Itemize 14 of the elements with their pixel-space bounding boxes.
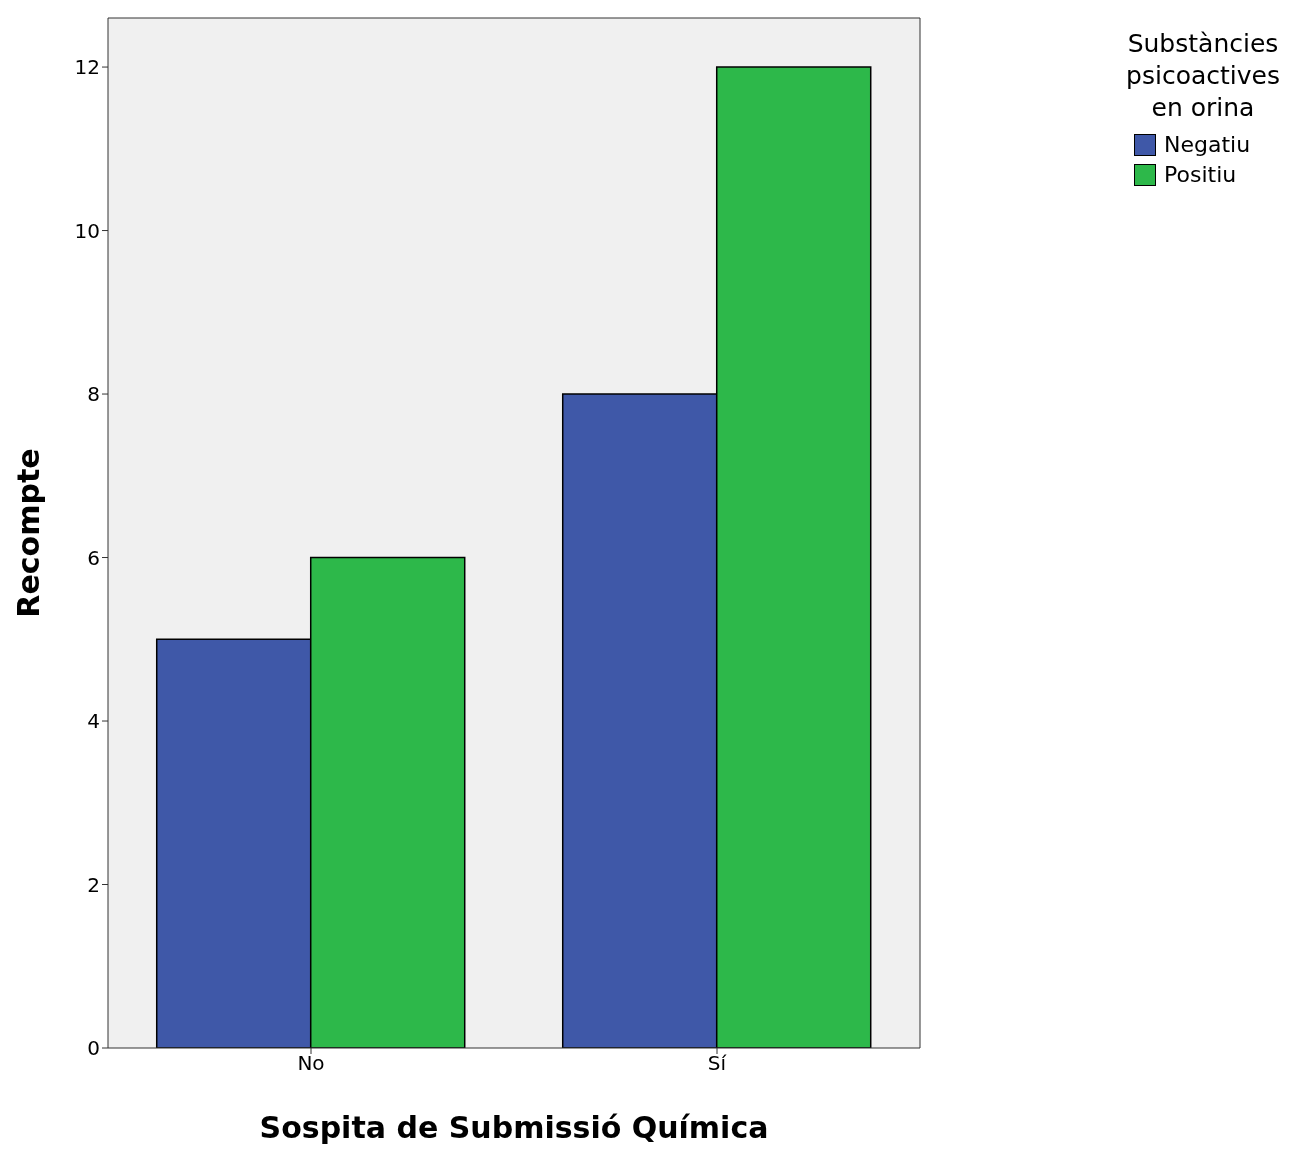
y-tick-label: 8: [87, 382, 100, 407]
legend-label: Positiu: [1163, 161, 1238, 189]
x-tick-label: Sí: [707, 1051, 728, 1076]
y-tick-label: 2: [87, 872, 100, 897]
x-axis-title: Sospita de Submissió Química: [259, 1110, 769, 1145]
legend-title: Substàncies psicoactives en orina: [1125, 28, 1281, 124]
legend-label: Negatiu: [1163, 131, 1252, 159]
y-tick-label: 12: [74, 55, 100, 80]
y-tick-label: 10: [74, 218, 100, 243]
x-tick-label: No: [297, 1051, 325, 1076]
y-tick-label: 0: [87, 1036, 100, 1061]
y-tick-label: 4: [87, 709, 100, 734]
y-tick-label: 6: [87, 545, 100, 570]
y-axis-title: Recompte: [10, 448, 46, 618]
